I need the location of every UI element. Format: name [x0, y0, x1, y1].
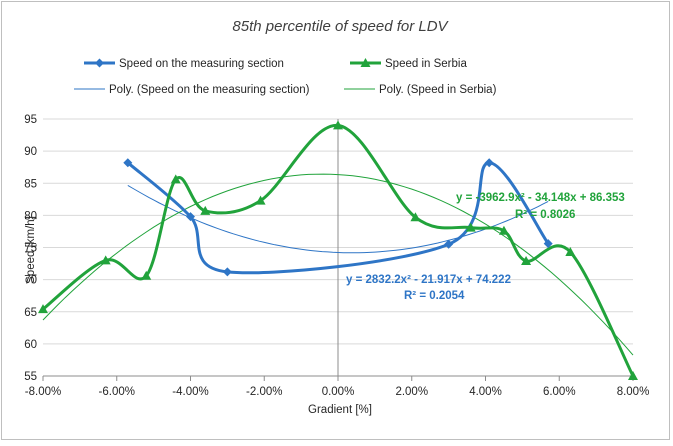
- legend: Speed on the measuring section Speed in …: [74, 58, 497, 96]
- x-axis-ticks: -8.00% -6.00% -4.00% -2.00% 0.00% 2.00% 4.00% 6…: [25, 376, 650, 398]
- data-point-speed-on-the-measuring-section: [543, 239, 553, 249]
- y-tick-label: 95: [24, 114, 37, 126]
- data-point-speed-in-serbia: [498, 225, 509, 235]
- data-point-speed-in-serbia: [100, 255, 111, 265]
- x-tick-label: 2.00%: [395, 386, 428, 398]
- data-point-speed-on-the-measuring-section: [484, 158, 494, 168]
- data-point-speed-on-the-measuring-section: [123, 158, 133, 168]
- y-tick-label: 65: [24, 307, 37, 319]
- x-tick-label: -6.00%: [99, 386, 135, 398]
- trend-r2-measuring: R² = 0.2054: [404, 290, 465, 302]
- x-tick-label: 4.00%: [469, 386, 502, 398]
- y-axis-label: Speed [km/h]: [25, 216, 37, 284]
- y-tick-label: 90: [24, 146, 37, 158]
- y-tick-label: 80: [24, 210, 37, 222]
- x-tick-label: -4.00%: [172, 386, 208, 398]
- legend-label-poly-serbia: Poly. (Speed in Serbia): [379, 84, 497, 96]
- x-tick-label: -2.00%: [246, 386, 282, 398]
- trend-eq-measuring: y = 2832.2x² - 21.917x + 74.222: [346, 274, 511, 286]
- trendline-poly-speed-on-the-measuring-section: [127, 184, 549, 254]
- data-point-speed-in-serbia: [170, 174, 181, 184]
- y-tick-label: 75: [24, 243, 37, 255]
- data-point-speed-in-serbia: [521, 255, 532, 265]
- data-point-speed-in-serbia: [141, 270, 152, 280]
- legend-marker-serbia: [360, 58, 371, 67]
- data-point-speed-in-serbia: [38, 304, 48, 314]
- data-point-speed-in-serbia: [628, 371, 638, 380]
- data-point-speed-on-the-measuring-section: [222, 267, 232, 277]
- legend-label-poly-measuring: Poly. (Speed on the measuring section): [109, 84, 310, 96]
- x-tick-label: -8.00%: [25, 386, 61, 398]
- chart-frame: 85th percentile of speed for LDV Speed o…: [1, 1, 670, 440]
- y-tick-label: 85: [24, 178, 37, 190]
- y-tick-label: 55: [24, 371, 37, 383]
- legend-label-measuring: Speed on the measuring section: [119, 58, 284, 70]
- trend-r2-serbia: R² = 0.8026: [515, 209, 575, 221]
- x-axis-label: Gradient [%]: [308, 404, 372, 416]
- legend-marker-measuring: [95, 58, 104, 68]
- series-markers: [38, 120, 638, 380]
- data-point-speed-in-serbia: [200, 205, 211, 215]
- chart-title: 85th percentile of speed for LDV: [232, 18, 449, 35]
- y-axis-ticks: 55 60 65 70 75 80 85 90 95: [24, 114, 37, 383]
- x-tick-label: 6.00%: [543, 386, 576, 398]
- trend-eq-serbia: y = -3962.9x² - 34.148x + 86.353: [456, 192, 625, 204]
- chart-svg: 85th percentile of speed for LDV Speed o…: [24, 18, 650, 416]
- data-point-speed-in-serbia: [565, 246, 576, 256]
- data-point-speed-in-serbia: [255, 195, 266, 205]
- data-point-speed-in-serbia: [333, 120, 343, 130]
- legend-label-serbia: Speed in Serbia: [385, 58, 467, 70]
- y-tick-label: 70: [24, 275, 37, 287]
- x-tick-label: 8.00%: [617, 386, 650, 398]
- x-tick-label: 0.00%: [322, 386, 355, 398]
- data-point-speed-on-the-measuring-section: [444, 239, 454, 249]
- data-point-speed-in-serbia: [465, 222, 476, 232]
- y-tick-label: 60: [24, 339, 37, 351]
- data-point-speed-in-serbia: [410, 212, 421, 222]
- data-point-speed-on-the-measuring-section: [186, 212, 195, 222]
